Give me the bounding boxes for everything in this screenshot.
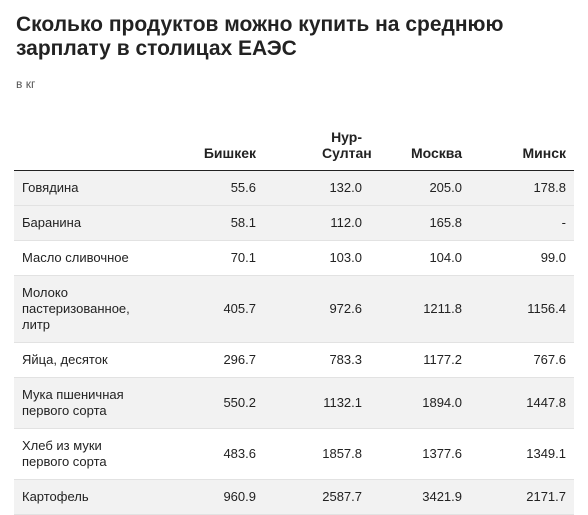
cell-value: 1349.1	[470, 428, 574, 480]
cell-value: 70.1	[182, 240, 264, 276]
table-header-row: Бишкек Нур-Султан Москва Минск	[14, 114, 574, 171]
cell-value: 1894.0	[370, 377, 470, 429]
column-header-nur-sultan: Нур-Султан	[264, 114, 372, 171]
row-label: Молоко пастеризованное, литр	[14, 275, 182, 343]
row-label: Баранина	[14, 205, 182, 241]
cell-value: 1177.2	[370, 342, 470, 378]
cell-value: 550.2	[182, 377, 264, 429]
cell-value: 104.0	[370, 240, 470, 276]
table-row: Мука пшеничная первого сорта 550.2 1132.…	[14, 377, 574, 429]
chart-title: Сколько продуктов можно купить на средню…	[16, 13, 504, 60]
data-table: Бишкек Нур-Султан Москва Минск Говядина …	[14, 114, 574, 515]
row-label: Говядина	[14, 170, 182, 206]
cell-value: 103.0	[264, 240, 370, 276]
cell-value: -	[470, 205, 574, 241]
cell-value: 1447.8	[470, 377, 574, 429]
table-row: Говядина 55.6 132.0 205.0 178.8	[14, 170, 574, 206]
cell-value: 1377.6	[370, 428, 470, 480]
column-header-nur-sultan-text: Нур-Султан	[322, 129, 372, 161]
table-row: Масло сливочное 70.1 103.0 104.0 99.0	[14, 240, 574, 276]
column-header-moscow: Москва	[370, 114, 470, 171]
row-label: Яйца, десяток	[14, 342, 182, 378]
cell-value: 767.6	[470, 342, 574, 378]
row-label: Масло сливочное	[14, 240, 182, 276]
cell-value: 205.0	[370, 170, 470, 206]
cell-value: 1156.4	[470, 275, 574, 343]
cell-value: 58.1	[182, 205, 264, 241]
table-row: Баранина 58.1 112.0 165.8 -	[14, 205, 574, 241]
row-label: Картофель	[14, 479, 182, 515]
cell-value: 55.6	[182, 170, 264, 206]
table-row: Картофель 960.9 2587.7 3421.9 2171.7	[14, 479, 574, 515]
cell-value: 483.6	[182, 428, 264, 480]
cell-value: 296.7	[182, 342, 264, 378]
cell-value: 165.8	[370, 205, 470, 241]
row-label: Мука пшеничная первого сорта	[14, 377, 182, 429]
cell-value: 1857.8	[264, 428, 370, 480]
cell-value: 3421.9	[370, 479, 470, 515]
cell-value: 99.0	[470, 240, 574, 276]
cell-value: 405.7	[182, 275, 264, 343]
column-header-bishkek: Бишкек	[182, 114, 264, 171]
cell-value: 1211.8	[370, 275, 470, 343]
cell-value: 2587.7	[264, 479, 370, 515]
cell-value: 132.0	[264, 170, 370, 206]
cell-value: 2171.7	[470, 479, 574, 515]
cell-value: 1132.1	[264, 377, 370, 429]
cell-value: 972.6	[264, 275, 370, 343]
cell-value: 178.8	[470, 170, 574, 206]
column-header-product	[14, 114, 182, 171]
table-row: Хлеб из муки первого сорта 483.6 1857.8 …	[14, 428, 574, 480]
cell-value: 783.3	[264, 342, 370, 378]
chart-subtitle: в кг	[16, 77, 36, 91]
cell-value: 112.0	[264, 205, 370, 241]
table-row: Яйца, десяток 296.7 783.3 1177.2 767.6	[14, 342, 574, 378]
table-row: Молоко пастеризованное, литр 405.7 972.6…	[14, 275, 574, 343]
cell-value: 960.9	[182, 479, 264, 515]
column-header-minsk: Минск	[470, 114, 574, 171]
row-label: Хлеб из муки первого сорта	[14, 428, 182, 480]
